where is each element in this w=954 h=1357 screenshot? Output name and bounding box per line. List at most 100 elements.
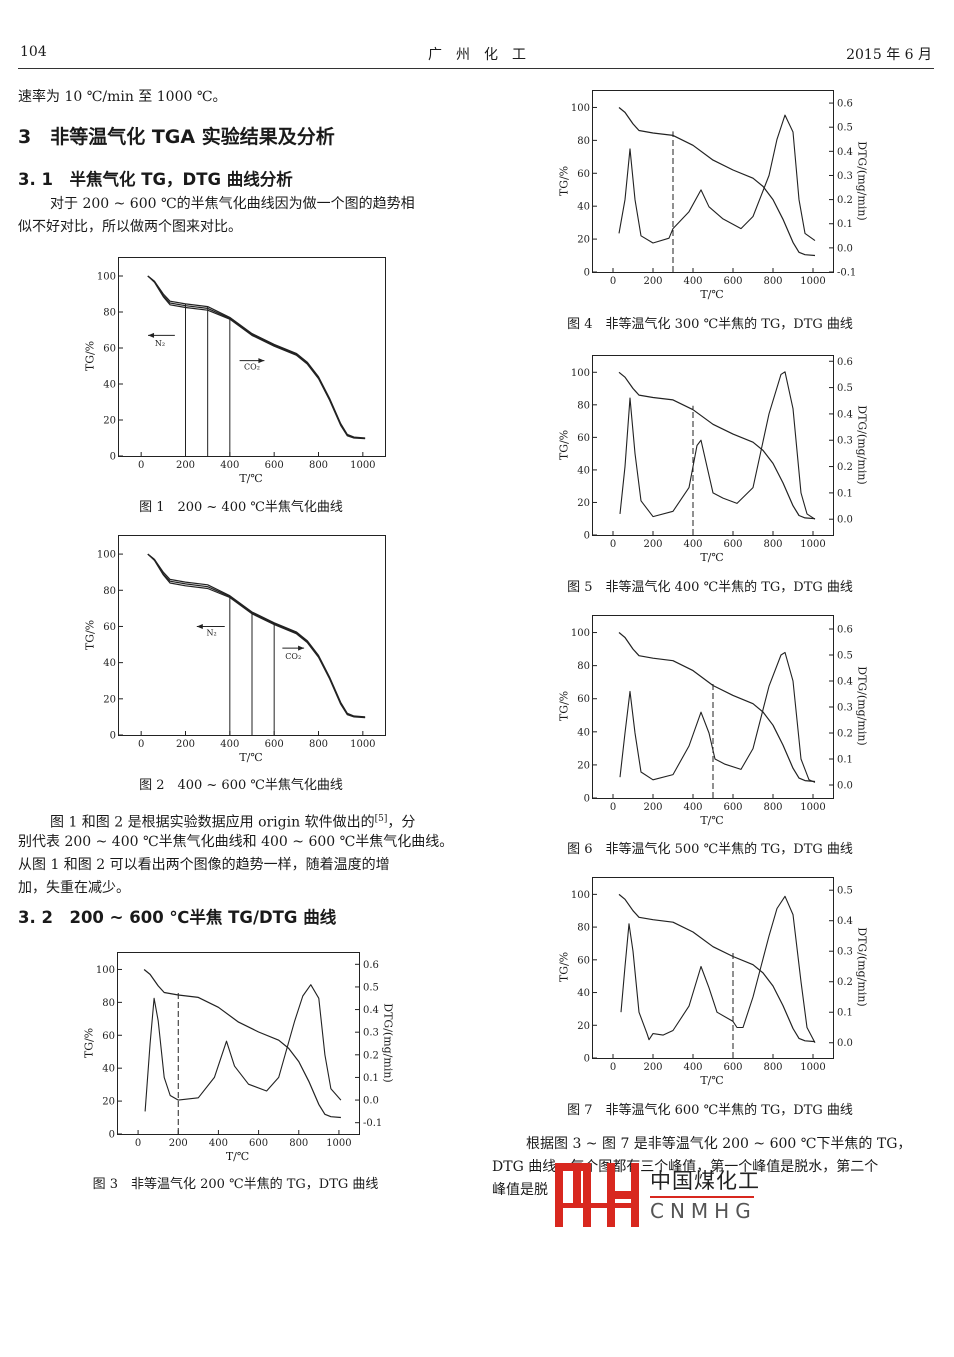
x-tick-label: 1000 [326,1138,351,1149]
y-tick-label: 0 [584,794,590,805]
y2-tick-label: 0.6 [837,99,853,110]
y-tick-label: 40 [577,988,590,999]
y-tick-label: 60 [577,694,590,705]
x-tick-label: 800 [289,1138,308,1149]
x-tick-label: 400 [209,1138,228,1149]
figure-caption: 图 5 非等温气化 400 ℃半焦的 TG，DTG 曲线 [567,580,853,595]
x-tick-label: 0 [610,802,616,813]
paragraph-text: ，分 [387,814,416,831]
x-tick-label: 1000 [800,802,825,813]
figure-caption: 图 4 非等温气化 300 ℃半焦的 TG，DTG 曲线 [567,317,853,332]
y-tick-label: 40 [577,727,590,738]
arrowhead-icon [196,623,203,629]
y-tick-label: 20 [103,694,116,705]
y2-tick-label: 0.3 [837,171,853,182]
y-tick-label: 60 [103,344,116,355]
y-axis-label: TG/% [83,340,97,372]
y-tick-label: 20 [577,498,590,509]
y2-tick-label: -0.1 [363,1118,382,1129]
series-line-tg-a [147,553,366,718]
citation-ref[interactable]: [5] [374,814,388,824]
y-tick-label: 60 [577,955,590,966]
y2-tick-label: 0.4 [837,409,853,420]
y2-tick-label: 0.6 [363,960,379,971]
x-tick-label: 200 [643,802,662,813]
x-tick-label: 200 [643,1062,662,1073]
body-text-line: 速率为 10 ℃/min 至 1000 ℃。 [18,89,227,105]
y-tick-label: 20 [102,1097,115,1108]
x-tick-label: 400 [220,739,239,750]
section-heading-3: 3 非等温气化 TGA 实验结果及分析 [18,126,335,148]
figure-2-plot: 0 200 400 600 800 1000 0 20 40 60 80 100 N₂ CO₂ [97,535,386,750]
y2-tick-label: 0.0 [837,515,853,526]
figure-5-plot: 0 200 400 600 800 1000 0 20 40 60 80 100 0.0 0.1 0.2 0.… [571,355,853,550]
y-tick-label: 40 [103,658,116,669]
x-tick-label: 400 [683,802,702,813]
y-tick-label: 20 [577,1021,590,1032]
y2-tick-label: 0.1 [837,1008,853,1019]
y-axis-label: TG/% [557,429,571,460]
y-tick-label: 100 [571,628,590,639]
y-tick-label: 60 [102,1031,115,1042]
y2-tick-label: 0.6 [837,357,853,368]
paragraph-line: 别代表 200 ~ 400 ℃半焦气化曲线和 400 ~ 600 ℃半焦气化曲线… [18,834,454,850]
y2-tick-label: 0.4 [837,677,853,688]
y-tick-label: 100 [97,272,116,283]
y2-tick-label: 0.4 [837,147,853,158]
y-tick-label: 60 [577,169,590,180]
y-tick-label: 20 [577,760,590,771]
y2-tick-label: 0.2 [363,1050,379,1061]
y-tick-label: 0 [584,268,590,279]
paragraph-line: 从图 1 和图 2 可以看出两个图像的趋势一样，随着温度的增 [18,857,390,873]
series-line-tg [618,632,816,783]
y2-tick-label: 0.3 [363,1028,379,1039]
paragraph-line: 加，失重在减少。 [18,880,130,896]
series-line-tg [143,969,341,1119]
x-tick-label: 600 [723,802,742,813]
header-rule [18,68,934,69]
arrowhead-icon [298,645,305,651]
x-axis-label: T/℃ [239,472,263,485]
x-tick-label: 400 [220,460,239,471]
x-tick-label: 400 [683,1062,702,1073]
x-tick-label: 0 [138,739,144,750]
y2-tick-label: 0.5 [837,123,853,134]
y2-tick-label: 0.0 [837,1038,853,1049]
x-tick-label: 1000 [800,1062,825,1073]
x-tick-label: 600 [723,1062,742,1073]
figure-caption: 图 1 200 ~ 400 ℃半焦气化曲线 [139,500,343,515]
y-tick-label: 80 [577,923,590,934]
y2-tick-label: 0.1 [837,488,853,499]
x-tick-label: 0 [610,539,616,550]
cnmhg-logo: 中国煤化工 CNMHG [555,1163,765,1227]
y2-axis-label: DTG/(mg/min) [855,927,869,1007]
x-tick-label: 800 [763,539,782,550]
y2-axis-label: DTG/(mg/min) [855,666,869,746]
arrowhead-icon [258,358,265,364]
figure-6-plot: 0 200 400 600 800 1000 0 20 40 60 80 100 0.0 0.1 0.2 0.… [571,615,853,813]
y-tick-label: 80 [102,998,115,1009]
issue-date: 2015 年 6 月 [846,47,932,63]
y2-tick-label: 0.0 [837,781,853,792]
y2-tick-label: 0.5 [363,982,379,993]
y2-tick-label: 0.0 [837,243,853,254]
x-tick-label: 1000 [350,460,375,471]
x-tick-label: 800 [309,739,328,750]
y2-axis-label: DTG/(mg/min) [855,404,869,485]
series-line-dtg [618,114,816,244]
y-tick-label: 0 [110,731,116,742]
y2-tick-label: 0.2 [837,462,853,473]
y2-tick-label: 0.1 [837,755,853,766]
x-tick-label: 800 [763,802,782,813]
x-tick-label: 800 [309,460,328,471]
y2-tick-label: 0.5 [837,383,853,394]
y-tick-label: 0 [110,452,116,463]
series-line-dtg [619,371,816,520]
y2-tick-label: 0.2 [837,977,853,988]
logo-chinese-text: 中国煤化工 [650,1169,760,1193]
annotation-label: N₂ [155,339,165,348]
figure-1-plot: 0 200 400 600 800 1000 0 20 40 60 80 100 N₂ CO₂ [97,257,386,471]
y-tick-label: 40 [102,1064,115,1075]
y-axis-label: TG/% [82,1027,96,1058]
paragraph-text: 图 1 和图 2 是根据实验数据应用 origin 软件做出的 [50,814,375,831]
